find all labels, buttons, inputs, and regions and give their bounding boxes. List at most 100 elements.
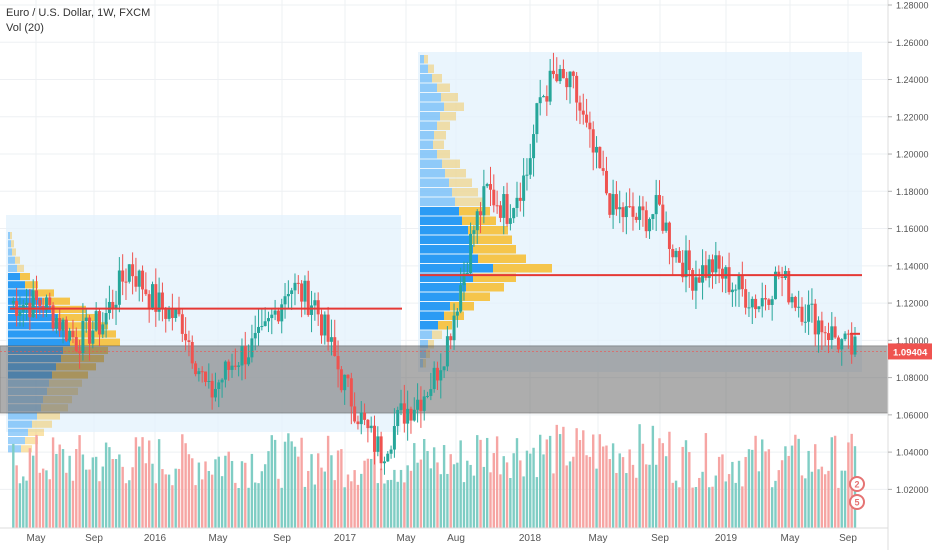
candle-body [528, 158, 532, 175]
volume-bar [737, 460, 741, 528]
candle-body [760, 298, 764, 307]
volume-bar [452, 464, 456, 528]
volume-bar [244, 462, 247, 528]
candle-body [396, 409, 400, 427]
candle-body [657, 195, 661, 205]
candle-body [717, 255, 721, 269]
candle-body [11, 301, 15, 304]
candle-body [247, 357, 251, 365]
profile-row-value [8, 273, 20, 281]
volume-bar [68, 455, 71, 528]
candle-body [850, 334, 854, 355]
price-axis: 1.28000 1.26000 1.24000 1.22000 1.20000 1.180… [887, 0, 932, 550]
candle-body [207, 380, 211, 382]
volume-indicator-label[interactable]: Vol (20) [6, 22, 44, 34]
volume-bar [48, 479, 51, 528]
profile-row-value [420, 74, 432, 83]
candle-body [661, 204, 665, 231]
support-zone [0, 345, 889, 414]
candle-body [508, 218, 512, 224]
profile-row-value [8, 248, 12, 256]
volume-bar [800, 475, 804, 528]
volume-bar [320, 467, 323, 528]
volume-bar [154, 483, 158, 528]
volume-bar [108, 447, 111, 528]
time-tick-label: May [209, 533, 228, 544]
volume-bar [55, 453, 58, 528]
candle-body [634, 216, 638, 220]
candle-body [595, 146, 599, 153]
volume-bar [711, 486, 714, 528]
volume-bar [260, 471, 264, 528]
candle-body [611, 194, 615, 215]
profile-row-value [8, 256, 15, 264]
profile-row-value [420, 121, 437, 130]
candle-body [64, 319, 68, 341]
volume-bar [837, 487, 840, 528]
profile-row-value [8, 428, 28, 436]
volume-bar [641, 443, 645, 528]
profile-row-volume [437, 83, 450, 92]
volume-bar [615, 472, 618, 528]
volume-bar [820, 466, 824, 528]
volume-bar [535, 477, 539, 528]
candle-body [734, 289, 738, 291]
volume-bar [731, 461, 734, 528]
candle-body [823, 332, 827, 334]
candle-body [157, 292, 161, 312]
candle-body [744, 289, 748, 308]
candle-body [472, 230, 476, 234]
volume-bar [85, 469, 88, 528]
profile-row-volume [459, 292, 490, 301]
time-tick-label: 2016 [144, 533, 167, 544]
volume-bar [247, 487, 250, 528]
candles [11, 52, 857, 475]
volume-bar [568, 461, 572, 528]
volume-bar [522, 476, 525, 528]
candle-body [290, 290, 294, 294]
volume-bar [747, 449, 751, 528]
candle-body [111, 301, 115, 309]
volume-bar [177, 468, 181, 528]
candle-body [697, 277, 701, 283]
volume-bar [843, 470, 847, 528]
candle-body [836, 337, 840, 350]
candle-body [376, 436, 380, 452]
volume-bar [267, 451, 270, 528]
candle-body [618, 207, 622, 210]
candle-body [25, 302, 29, 305]
candle-body [190, 341, 194, 364]
candle-body [402, 403, 406, 424]
volume-bar [336, 450, 340, 528]
candle-body [621, 207, 625, 218]
volume-bar [565, 465, 568, 528]
profile-row-volume [33, 289, 54, 297]
price-tick-label: 1.18000 [896, 187, 929, 197]
profile-row-value [420, 311, 444, 320]
price-tick-label: 1.20000 [896, 150, 929, 160]
candle-body [601, 168, 605, 171]
volume-bar [751, 449, 754, 528]
volume-bar [830, 437, 834, 528]
candle-body [462, 273, 466, 286]
candle-body [803, 321, 807, 323]
volume-bar [807, 450, 810, 528]
volume-bar [797, 438, 800, 528]
price-axis-bg [888, 0, 932, 550]
volume-bar [479, 439, 482, 528]
profile-row-value [8, 264, 17, 272]
candle-body [54, 318, 58, 329]
profile-row-volume [478, 254, 526, 263]
profile-row-volume [449, 178, 472, 187]
volume-bar [761, 439, 764, 528]
volume-bar [757, 471, 761, 528]
symbol-title[interactable]: Euro / U.S. Dollar, 1W, FXCM [6, 7, 151, 19]
profile-row-value [420, 235, 471, 244]
event-badge [849, 494, 865, 510]
candle-body [164, 308, 168, 319]
volume-bar [287, 433, 290, 528]
profile-row-value [420, 330, 432, 339]
profile-row-volume [434, 131, 446, 140]
volume-bar [38, 472, 42, 528]
